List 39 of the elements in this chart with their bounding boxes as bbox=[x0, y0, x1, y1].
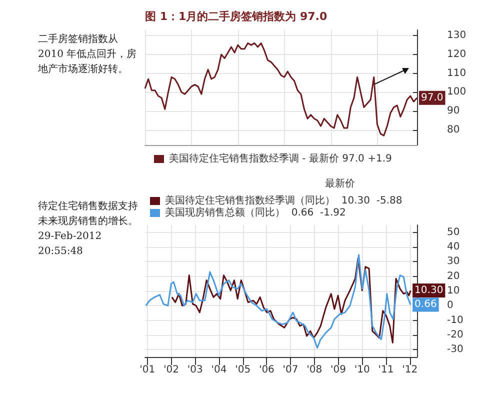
legend-label: 美国待定住宅销售指数经季调（同比） 10.30 -5.88 bbox=[165, 194, 402, 206]
x-tick-label: '11 bbox=[378, 364, 394, 376]
legend-label: 美国待定住宅销售指数经季调 - 最新价 97.0 +1.9 bbox=[169, 152, 392, 164]
x-tick-label: '03 bbox=[187, 364, 203, 376]
y-tick-label: -30 bbox=[447, 344, 464, 356]
y-tick-label: 10 bbox=[447, 286, 460, 296]
y-tick-label: 90 bbox=[447, 106, 460, 117]
chart-title: 图 1：1月的二手房签销指数为 97.0 bbox=[145, 10, 328, 23]
y-tick-label: 130 bbox=[447, 30, 466, 42]
y-tick-label: 120 bbox=[447, 49, 466, 60]
data-label: 10.30 bbox=[414, 285, 444, 296]
legend-label: 美国现房销售总额（同比） 0.66 -1.92 bbox=[165, 206, 346, 218]
x-tick-label: '12 bbox=[402, 364, 418, 376]
x-tick-label: '05 bbox=[235, 364, 251, 376]
y-tick-label: 30 bbox=[447, 256, 460, 268]
x-tick-label: '07 bbox=[282, 364, 298, 376]
x-tick-label: '02 bbox=[164, 364, 179, 376]
data-label: 97.0 bbox=[421, 92, 444, 104]
x-tick-label: '09 bbox=[330, 364, 346, 376]
y-tick-label: 110 bbox=[447, 68, 466, 79]
y-tick-label: 20 bbox=[447, 270, 460, 282]
legend-title: 最新价 bbox=[325, 178, 355, 190]
y-tick-label: 80 bbox=[447, 124, 460, 136]
y-tick-label: -10 bbox=[447, 314, 464, 326]
x-tick-label: '08 bbox=[306, 364, 322, 376]
text: 二手房签销指数从 2010 年低点回升，房地产市场逐渐好转。 bbox=[38, 32, 138, 77]
y-tick-label: 40 bbox=[447, 242, 460, 252]
text: 待定住宅销售数据支持 bbox=[38, 200, 138, 214]
y-tick-label: -20 bbox=[447, 330, 464, 340]
text: 未来现房销售的增长。 bbox=[38, 214, 138, 229]
y-tick-label: 0 bbox=[447, 300, 454, 312]
y-tick-label: 100 bbox=[447, 86, 466, 98]
y-tick-label: 50 bbox=[447, 226, 460, 238]
x-tick-label: '01 bbox=[140, 364, 156, 376]
x-tick-label: '06 bbox=[258, 364, 274, 376]
text: 29-Feb-2012 20:55:48 bbox=[38, 230, 103, 259]
x-tick-label: '04 bbox=[211, 364, 227, 376]
data-label: 0.66 bbox=[414, 299, 437, 310]
x-tick-label: '10 bbox=[354, 364, 370, 376]
